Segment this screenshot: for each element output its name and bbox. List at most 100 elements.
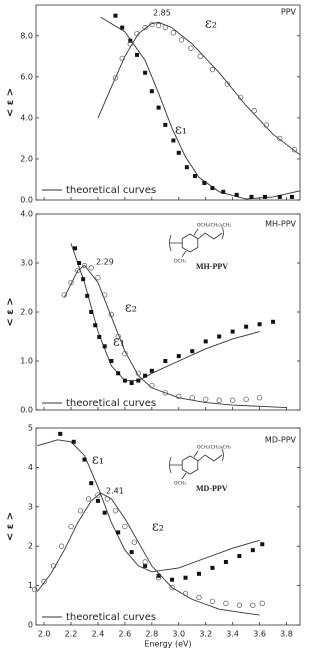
data-point — [127, 41, 133, 47]
data-point — [162, 390, 168, 396]
data-point — [277, 135, 283, 142]
data-point — [73, 246, 78, 251]
data-point — [97, 334, 102, 339]
data-point — [93, 323, 98, 328]
data-point — [262, 194, 267, 199]
data-point — [183, 575, 188, 580]
data-point — [263, 122, 269, 128]
legend-label: theoretical curves — [66, 398, 156, 409]
data-point — [88, 265, 94, 271]
data-point — [210, 565, 215, 570]
data-point — [77, 261, 82, 265]
series-label: ε₁ — [113, 335, 125, 350]
structure: OCH₂(CH₂)₈CH₃ OCH₃ MD-PPV — [169, 445, 231, 493]
data-point — [143, 563, 148, 568]
data-point — [260, 542, 265, 547]
data-point — [89, 310, 94, 314]
data-point — [163, 359, 168, 363]
data-point — [120, 25, 125, 30]
data-point — [209, 67, 216, 73]
x-tick-label: 2.6 — [119, 630, 132, 639]
data-point — [102, 510, 107, 515]
theory-curve — [100, 16, 301, 200]
x-tick-label: 2.2 — [65, 630, 78, 639]
data-point — [224, 81, 230, 87]
data-point — [81, 277, 86, 282]
plot-frame — [35, 427, 301, 626]
data-point — [155, 22, 162, 29]
data-point — [102, 344, 107, 349]
data-point — [257, 322, 262, 327]
series-label: ε₂ — [205, 17, 217, 32]
data-point — [216, 397, 222, 403]
plot-frame — [35, 4, 301, 201]
data-point — [223, 600, 229, 606]
data-point — [95, 492, 101, 498]
data-point — [116, 530, 121, 535]
data-point — [192, 173, 197, 178]
panel-title: PPV — [281, 8, 297, 17]
data-point — [184, 165, 189, 170]
data-point — [116, 371, 121, 376]
y-tick-label: 0.0 — [20, 196, 33, 205]
data-point — [129, 381, 134, 386]
data-point — [119, 55, 125, 62]
data-point — [289, 194, 294, 199]
benzene-ring — [181, 455, 199, 475]
y-axis-label: < ε > — [5, 297, 16, 326]
data-point — [112, 75, 119, 81]
y-tick-label: 1 — [28, 581, 33, 590]
data-point — [189, 395, 195, 401]
data-point — [249, 194, 254, 199]
y-tick-label: 2.0 — [20, 308, 33, 317]
data-point — [134, 31, 140, 37]
data-point — [95, 275, 101, 281]
data-point — [250, 548, 255, 553]
data-point — [109, 359, 114, 363]
data-point — [244, 324, 249, 329]
y-tick-label: 8.0 — [20, 31, 33, 40]
structure-label: MH-PPV — [196, 262, 228, 271]
x-tick-label: 3.2 — [199, 630, 212, 639]
data-point — [237, 554, 242, 559]
data-point — [203, 396, 209, 402]
benzene-ring — [181, 233, 199, 253]
data-point — [143, 373, 148, 378]
theory-curve — [37, 439, 260, 573]
data-point — [178, 37, 185, 43]
data-point — [250, 602, 256, 608]
data-point — [217, 334, 222, 339]
series-label: ε₁ — [175, 123, 187, 138]
panel-title: MH-PPV — [265, 220, 296, 229]
data-point — [277, 194, 282, 199]
data-point — [169, 584, 175, 591]
data-point — [176, 393, 182, 399]
data-point — [256, 395, 263, 401]
data-point — [89, 481, 94, 486]
y-tick-label: 1.0 — [20, 357, 33, 366]
y-tick-label: 0 — [28, 621, 33, 630]
data-point — [68, 523, 74, 530]
data-point — [115, 333, 121, 340]
data-point — [122, 523, 128, 530]
data-point — [176, 150, 181, 155]
data-point — [104, 496, 111, 502]
data-point — [234, 192, 239, 197]
data-point — [108, 311, 115, 318]
data-point — [271, 319, 276, 324]
data-point — [176, 354, 181, 359]
data-point — [122, 378, 127, 383]
structure-label: MD-PPV — [196, 484, 228, 493]
substituent: OCH₂(CH₂)₈CH₃ — [197, 445, 231, 451]
data-point — [210, 186, 215, 191]
y-tick-label: 4.0 — [20, 113, 33, 122]
theory-curve — [63, 264, 287, 409]
x-tick-label: 3.6 — [253, 630, 266, 639]
y-tick-label: 4.0 — [20, 210, 33, 219]
data-point — [291, 147, 298, 153]
data-point — [230, 329, 235, 334]
y-tick-label: 2 — [28, 542, 33, 551]
series-label: ε₂ — [152, 520, 164, 535]
legend-label: theoretical curves — [66, 612, 156, 623]
peak-label: 2.85 — [153, 9, 171, 18]
